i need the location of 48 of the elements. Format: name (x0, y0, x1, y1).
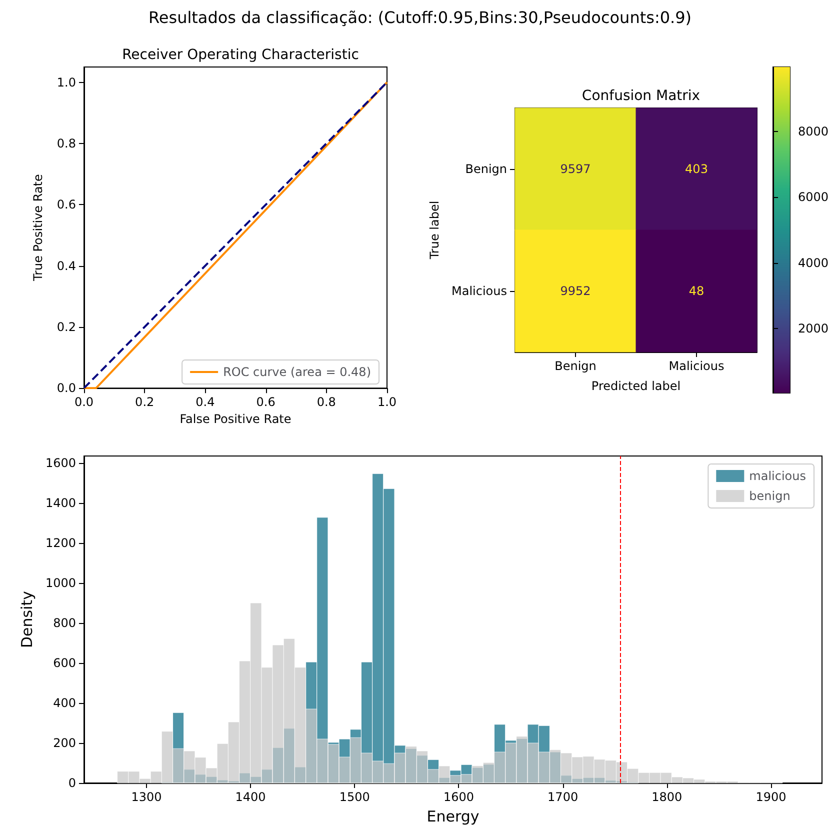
y-tick-label: 0.4 (56, 258, 76, 273)
data-label: 9952 (560, 284, 591, 298)
x-tick-label: 0.2 (135, 395, 154, 410)
x-tick-label: 0.0 (74, 395, 94, 410)
y-tick-label: 200 (53, 736, 76, 750)
y-tick-label: 1200 (45, 536, 76, 550)
x-tick-label: 1300 (131, 790, 162, 804)
legend-label: ROC curve (area = 0.48) (223, 365, 371, 379)
y-tick-label: 0.8 (56, 136, 76, 150)
y-tick-label: 0.6 (56, 198, 76, 212)
y-tick-label: 0.2 (56, 320, 76, 334)
y-tick-label: 400 (53, 696, 76, 710)
x-tick-label: 1700 (548, 790, 578, 804)
x-axis-title: Predicted label (591, 379, 681, 393)
chart-title: Receiver Operating Characteristic (122, 47, 359, 63)
x-tick-label: 1400 (235, 790, 266, 804)
x-tick-label: 0.8 (316, 395, 336, 410)
text: Resultados da classificação: (Cutoff:0.95,Bins:30,Pseudocounts:0.9) (148, 8, 692, 27)
chart-title: Confusion Matrix (582, 88, 700, 104)
x-axis-title: False Positive Rate (180, 412, 292, 426)
y-axis-title: True Positive Rate (31, 174, 45, 282)
y-tick-label: 1400 (45, 496, 76, 510)
x-tick-label: 1.0 (377, 395, 397, 410)
color-bar-label: 4000 (798, 256, 829, 270)
legend-label: malicious (749, 469, 806, 483)
y-axis-title: True label (428, 200, 442, 260)
x-axis-title: Energy (426, 808, 480, 826)
x-tick-label: 1600 (443, 790, 474, 804)
color-bar-label: 6000 (798, 190, 829, 204)
data-label: 48 (688, 284, 704, 298)
y-tick-label: 0.0 (56, 381, 76, 396)
y-tick-label: 1.0 (56, 75, 76, 90)
x-tick-label: 0.4 (196, 395, 215, 410)
data-label: 403 (685, 162, 708, 176)
x-tick-label: 1900 (756, 790, 786, 804)
y-tick-label: 1000 (45, 576, 76, 590)
x-tick-label: 1800 (652, 790, 682, 804)
y-tick-label: 1600 (45, 456, 76, 470)
y-tick-label: 0 (68, 776, 76, 790)
x-tick-label: 1500 (339, 790, 370, 804)
y-tick-label: 600 (53, 656, 76, 670)
data-label: 9597 (560, 162, 591, 176)
color-bar-label: 2000 (798, 322, 829, 336)
y-axis-title: Density (18, 590, 36, 648)
y-tick-label: 800 (53, 616, 76, 630)
color-bar-label: 8000 (798, 124, 829, 138)
legend-label: benign (749, 489, 790, 503)
x-tick-label: 0.6 (256, 395, 276, 410)
